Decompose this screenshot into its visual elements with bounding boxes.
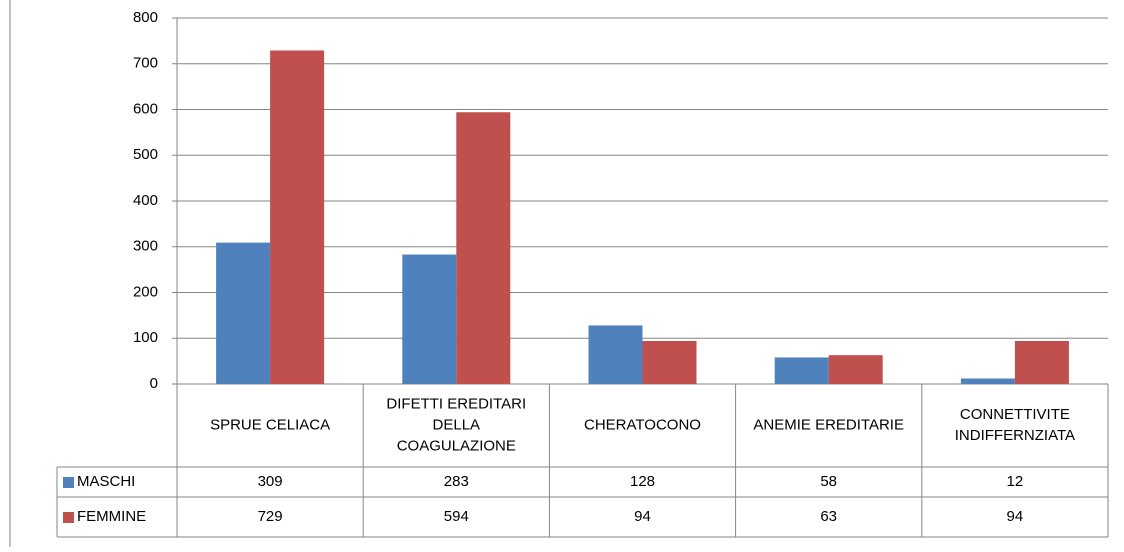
- y-tick-label: 600: [133, 100, 158, 117]
- bar-femmine: [642, 340, 697, 384]
- legend-key-maschi: [63, 477, 74, 488]
- category-label: CONNETTIVITE: [960, 406, 1070, 423]
- data-label: 94: [634, 508, 651, 525]
- bar-maschi: [216, 242, 271, 384]
- legend-series-name: FEMMINE: [77, 508, 146, 525]
- y-tick-label: 100: [133, 329, 158, 346]
- y-tick-label: 800: [133, 9, 158, 26]
- bar-maschi: [774, 357, 829, 384]
- data-label: 63: [820, 508, 837, 525]
- legend-key-femmine: [63, 512, 74, 523]
- bar-maschi: [588, 325, 643, 384]
- bar-femmine: [270, 50, 325, 385]
- y-tick-label: 500: [133, 146, 158, 163]
- category-label: DIFETTI EREDITARI: [386, 395, 526, 412]
- category-label: INDIFFERNZIATA: [955, 427, 1075, 444]
- bar-femmine: [1014, 340, 1069, 384]
- bar-femmine: [828, 355, 883, 384]
- bar-maschi: [402, 254, 457, 384]
- category-label: SPRUE CELIACA: [210, 416, 330, 433]
- bar-maschi: [960, 378, 1015, 384]
- category-label: CHERATOCONO: [584, 416, 701, 433]
- data-label: 58: [820, 473, 837, 490]
- data-label: 283: [444, 473, 469, 490]
- data-label: 729: [258, 508, 283, 525]
- y-tick-label: 700: [133, 55, 158, 72]
- data-label: 594: [444, 508, 469, 525]
- y-tick-label: 300: [133, 238, 158, 255]
- data-label: 12: [1007, 473, 1024, 490]
- category-label: COAGULAZIONE: [397, 437, 516, 454]
- bar-femmine: [456, 112, 511, 385]
- category-label: ANEMIE EREDITARIE: [753, 416, 904, 433]
- legend-series-name: MASCHI: [77, 473, 135, 490]
- y-tick-label: 0: [150, 375, 158, 392]
- data-label: 94: [1007, 508, 1024, 525]
- y-tick-label: 200: [133, 283, 158, 300]
- category-label: DELLA: [433, 416, 481, 433]
- data-label: 309: [258, 473, 283, 490]
- y-tick-label: 400: [133, 192, 158, 209]
- data-label: 128: [630, 473, 655, 490]
